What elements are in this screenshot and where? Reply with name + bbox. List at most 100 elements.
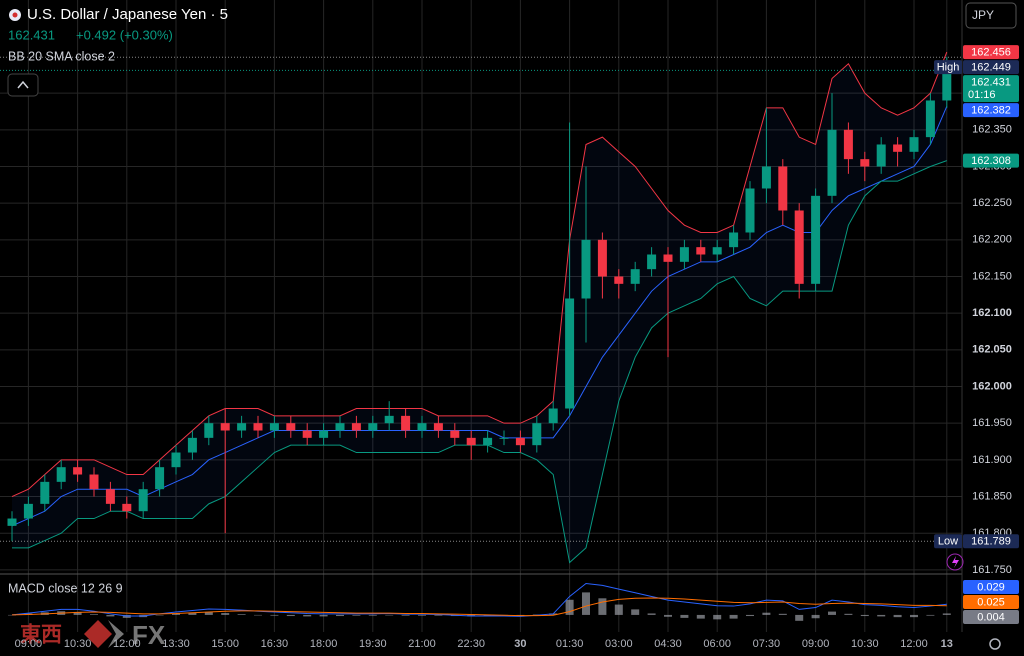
candle-body (187, 437, 197, 453)
macd-histogram-bar (893, 614, 902, 618)
y-tick-label: 162.100 (972, 307, 1012, 319)
candle-body (843, 129, 853, 160)
macd-histogram-bar (729, 614, 738, 619)
price-badge-label: 161.789 (971, 536, 1011, 548)
macd-histogram-bar (680, 614, 689, 618)
candle-body (319, 430, 329, 438)
candle-body (532, 423, 542, 446)
macd-histogram-bar (204, 611, 213, 615)
alert-icon[interactable] (946, 553, 964, 571)
macd-histogram-bar (631, 609, 640, 615)
candle-body (499, 437, 509, 439)
macd-histogram-bar (155, 614, 164, 616)
chart-title: U.S. Dollar / Japanese Yen · 5 (27, 6, 228, 23)
macd-histogram-bar (106, 614, 115, 617)
x-tick-label: 07:30 (753, 638, 781, 650)
candle-body (204, 423, 214, 438)
macd-histogram-bar (8, 614, 16, 616)
x-tick-label: 21:00 (408, 638, 436, 650)
macd-histogram-bar (254, 614, 262, 616)
candle-body (237, 423, 247, 431)
candle-body (614, 276, 624, 284)
candle-body (23, 503, 33, 519)
candle-body (368, 423, 378, 431)
settings-icon[interactable] (989, 638, 1001, 650)
x-tick-label: 13 (941, 638, 953, 650)
symbol-flag (12, 12, 18, 18)
candle-body (89, 474, 99, 490)
macd-histogram-bar (778, 613, 787, 615)
candle-body (581, 239, 591, 299)
macd-histogram-bar (418, 614, 426, 616)
band-fill (12, 52, 947, 563)
x-tick-label: 16:30 (261, 638, 289, 650)
macd-histogram-bar (90, 614, 98, 615)
x-tick-label: 22:30 (457, 638, 485, 650)
macd-histogram-bar (713, 614, 722, 620)
price-badge-label: 162.456 (971, 46, 1011, 58)
band-line (12, 160, 947, 564)
macd-histogram-bar (483, 614, 492, 617)
candle-body (384, 415, 394, 424)
macd-histogram-bar (172, 613, 180, 615)
candle-body (942, 70, 952, 101)
candle-body (565, 298, 575, 409)
candle-body (712, 247, 722, 255)
candle-body (56, 467, 66, 482)
last-price: 162.431 (8, 27, 55, 42)
candle-body (433, 423, 443, 431)
candle-body (335, 423, 345, 431)
x-tick-label: 19:30 (359, 638, 387, 650)
y-tick-label: 162.350 (972, 124, 1012, 136)
candle-body (122, 503, 132, 512)
candle-body (729, 232, 739, 248)
candle-body (417, 423, 427, 431)
grid (0, 0, 962, 632)
band-line (11, 51, 948, 497)
price-badge-label: 162.308 (971, 155, 1011, 167)
candle-body (696, 247, 706, 255)
y-tick-label: 161.900 (972, 454, 1012, 466)
price-badge (963, 153, 1019, 168)
currency-button[interactable] (965, 2, 1017, 29)
currency-label: JPY (972, 8, 994, 22)
macd-histogram-bar (828, 611, 836, 615)
y-tick-label: 161.750 (972, 564, 1012, 576)
candle-body (630, 269, 640, 284)
y-tick-label: 162.150 (972, 270, 1012, 282)
candle-body (7, 518, 17, 526)
price-badge-label: 162.449 (971, 61, 1011, 73)
macd-histogram-bar (877, 614, 886, 617)
y-tick-label: 161.950 (972, 417, 1012, 429)
macd-histogram-bar (270, 614, 279, 616)
macd-histogram-bar (336, 614, 344, 617)
x-tick-label: 13:30 (162, 638, 190, 650)
macd-histogram-bar (910, 614, 918, 618)
watermark-text: 東西 (20, 624, 62, 647)
x-tick-label: 09:00 (802, 638, 830, 650)
candle-body (925, 100, 935, 138)
collapse-icon (17, 80, 29, 89)
indicator-label: BB 20 SMA close 2 (8, 49, 115, 63)
candle-body (778, 166, 788, 211)
candle-body (745, 188, 755, 233)
x-tick-label: 18:00 (310, 638, 338, 650)
x-tick-label: 09:00 (15, 638, 43, 650)
price-badge-tag-label: High (937, 61, 960, 73)
candle-body (794, 210, 804, 284)
candle-body (220, 423, 230, 431)
candle-body (73, 467, 83, 475)
macd-histogram-bar (368, 614, 377, 616)
macd-histogram-bar (614, 604, 623, 615)
watermark-text: FX (132, 620, 166, 650)
x-tick-label: 04:30 (654, 638, 682, 650)
macd-histogram-bar (303, 614, 312, 617)
candle-body (597, 239, 607, 277)
collapse-button[interactable] (7, 73, 39, 97)
legend: U.S. Dollar / Japanese Yen · 5 162.431 +… (7, 2, 1017, 650)
alert-icon (952, 556, 959, 568)
macd-histogram-bar (647, 613, 656, 615)
x-tick-label: 12:00 (113, 638, 141, 650)
